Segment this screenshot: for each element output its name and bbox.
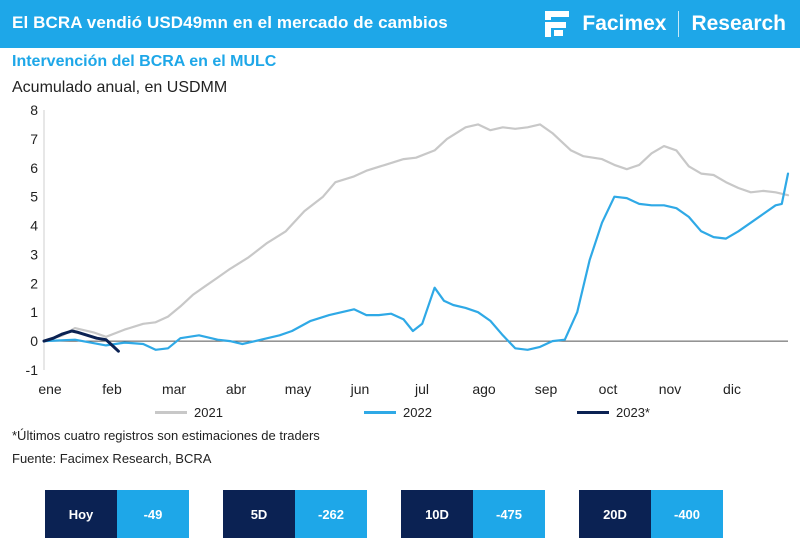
legend: 2021 2022 2023* [0, 405, 800, 423]
x-tick-label: jul [414, 381, 429, 397]
x-tick-label: sep [535, 381, 558, 397]
line-chart: -1 0 1 2 3 4 5 6 7 8 ene feb mar abr may jun jul ago sep oc… [26, 102, 790, 397]
y-tick-label: 8 [30, 102, 38, 118]
stat-label: 5D [223, 490, 295, 538]
stat-value: -262 [295, 490, 367, 538]
legend-swatch-2021 [155, 411, 187, 414]
x-tick-label: abr [226, 381, 247, 397]
series-line-2022 [42, 172, 790, 351]
y-tick-label: 5 [30, 189, 38, 205]
brand: Facimex Research [542, 7, 786, 41]
stat-box-20d: 20D -400 [579, 490, 723, 538]
legend-swatch-2022 [364, 411, 396, 414]
x-tick-label: mar [162, 381, 186, 397]
y-tick-label: 7 [30, 131, 38, 147]
x-tick-label: nov [659, 381, 682, 397]
y-tick-label: 3 [30, 246, 38, 262]
source-note: Fuente: Facimex Research, BCRA [12, 451, 212, 466]
series-line-2023 [42, 329, 120, 353]
unit-label: Acumulado anual, en USDMM [12, 79, 228, 96]
legend-swatch-2023 [577, 411, 609, 414]
y-tick-label: 4 [30, 218, 38, 234]
stat-label: 20D [579, 490, 651, 538]
stat-value: -49 [117, 490, 189, 538]
footnote: *Últimos cuatro registros son estimacion… [12, 428, 320, 443]
header-title: El BCRA vendió USD49mn en el mercado de … [12, 13, 448, 32]
brand-divider [678, 11, 680, 37]
x-tick-label: may [285, 381, 311, 397]
stat-label: Hoy [45, 490, 117, 538]
facimex-logo-icon [545, 11, 570, 37]
y-tick-label: 6 [30, 160, 38, 176]
legend-label-2023: 2023* [616, 405, 650, 420]
x-tick-label: ene [38, 381, 62, 397]
x-tick-label: oct [599, 381, 618, 397]
stat-value: -400 [651, 490, 723, 538]
stat-value: -475 [473, 490, 545, 538]
legend-item-2021: 2021 [155, 405, 223, 420]
legend-label-2022: 2022 [403, 405, 432, 420]
brand-name: Facimex [582, 12, 667, 35]
x-tick-label: ago [472, 381, 496, 397]
legend-label-2021: 2021 [194, 405, 223, 420]
series-line-2021 [42, 123, 790, 343]
legend-item-2022: 2022 [364, 405, 432, 420]
x-tick-label: jun [350, 381, 370, 397]
stat-box-5d: 5D -262 [223, 490, 367, 538]
y-tick-label: 1 [30, 304, 38, 320]
stat-label: 10D [401, 490, 473, 538]
stat-box-hoy: Hoy -49 [45, 490, 189, 538]
x-tick-label: feb [102, 381, 122, 397]
y-tick-label: 2 [30, 275, 38, 291]
chart-subtitle: Intervención del BCRA en el MULC [12, 53, 277, 70]
stat-box-10d: 10D -475 [401, 490, 545, 538]
header-bar: El BCRA vendió USD49mn en el mercado de … [0, 0, 800, 48]
y-tick-label: -1 [26, 362, 39, 378]
brand-section: Research [691, 12, 786, 35]
legend-item-2023: 2023* [577, 405, 650, 420]
y-tick-label: 0 [30, 333, 38, 349]
x-tick-label: dic [723, 381, 741, 397]
